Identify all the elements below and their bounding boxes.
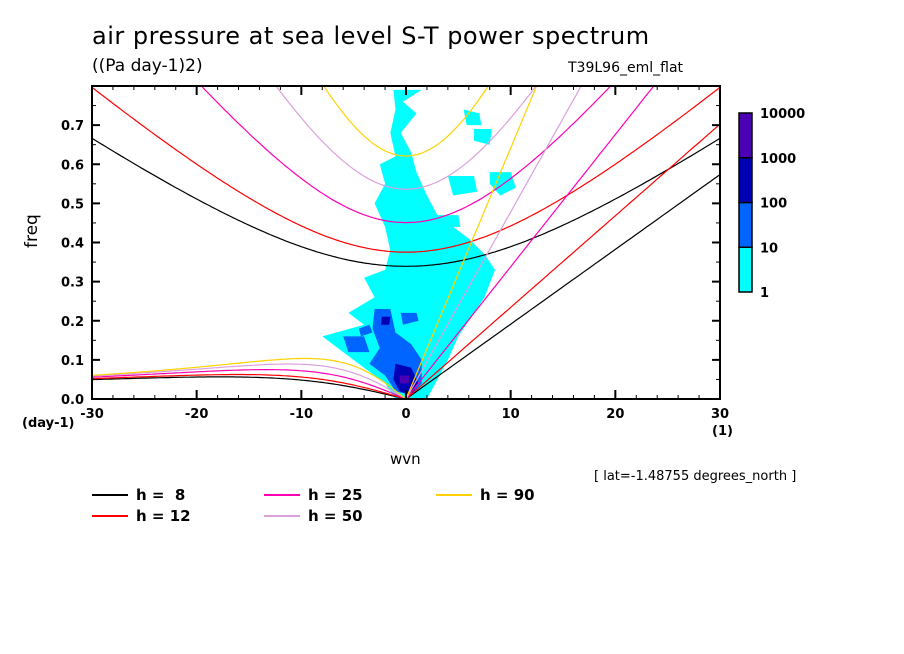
dispersion-curve-inertia-gravity-h25 (200, 86, 612, 224)
legend-item-h50: h = 50 (264, 507, 363, 525)
contour-region-level-1 (343, 336, 370, 353)
axis-ticks: -30 -20 -10 0 10 20 30 0.0 0.1 0.2 0.3 0.4 0.5 0.6 0.7 (61, 86, 729, 422)
legend-swatch (264, 494, 300, 496)
y-axis-unit: (day-1) (22, 416, 75, 431)
dispersion-curve-layer (92, 86, 720, 399)
legend-swatch (92, 494, 128, 496)
colorbar-label: 10000 (760, 107, 805, 122)
contour-region-level-2 (380, 316, 391, 325)
legend-label: h = 12 (136, 507, 191, 525)
contour-region-level-0 (447, 176, 478, 196)
legend-item-h8: h = 8 (92, 486, 185, 504)
y-tick-label: 0.6 (61, 158, 84, 173)
dispersion-curve-rossby-h8 (92, 376, 407, 399)
legend-label: h = 50 (308, 507, 363, 525)
legend-item-h12: h = 12 (92, 507, 191, 525)
legend-item-h25: h = 25 (264, 486, 363, 504)
dispersion-curve-inertia-gravity-h8 (92, 137, 720, 267)
colorbar-segment (738, 201, 753, 248)
chart-units: ((Pa day-1)2) (92, 56, 203, 76)
legend-swatch (436, 494, 472, 496)
y-axis-label: freq (22, 214, 42, 248)
colorbar: 1 10 100 1000 10000 (738, 107, 805, 301)
legend-swatch (264, 515, 300, 517)
contour-region-level-0 (463, 109, 482, 126)
dispersion-curve-kelvin-h25 (405, 86, 655, 399)
y-tick-label: 0.7 (61, 119, 84, 134)
dispersion-curve-rossby-h50 (92, 363, 407, 399)
y-tick-label: 0.0 (61, 393, 84, 408)
x-axis-label: wvn (390, 450, 421, 468)
x-tick-label: 30 (711, 407, 729, 422)
dispersion-curve-rossby-h12 (92, 373, 407, 399)
x-tick-label: -20 (185, 407, 209, 422)
contour-region-level-3 (399, 375, 410, 384)
x-tick-label: 20 (606, 407, 624, 422)
colorbar-label: 1 (760, 286, 769, 301)
contour-region-level-1 (400, 312, 419, 325)
legend-label: h = 8 (136, 486, 186, 504)
x-axis-unit: (1) (712, 424, 733, 439)
chart-title: air pressure at sea level S-T power spec… (92, 22, 650, 50)
y-tick-label: 0.3 (61, 276, 84, 291)
latitude-note: [ lat=-1.48755 degrees_north ] (594, 469, 797, 484)
contour-region-level-0 (474, 129, 492, 145)
colorbar-segment (738, 157, 753, 204)
dispersion-curve-kelvin-h8 (405, 174, 720, 399)
x-tick-label: -30 (80, 407, 104, 422)
dispersion-curve-inertia-gravity-h90 (323, 86, 489, 157)
x-tick-label: 10 (502, 407, 520, 422)
y-tick-label: 0.4 (61, 237, 84, 252)
colorbar-label: 1000 (760, 152, 796, 167)
legend-label: h = 90 (480, 486, 535, 504)
y-tick-label: 0.5 (61, 197, 84, 212)
legend-label: h = 25 (308, 486, 363, 504)
run-name: T39L96_eml_flat (568, 60, 684, 76)
dispersion-curve-kelvin-h90 (405, 86, 538, 399)
dispersion-curve-inertia-gravity-h12 (92, 86, 720, 253)
colorbar-label: 100 (760, 197, 787, 212)
dispersion-curve-kelvin-h50 (405, 86, 582, 399)
dispersion-curve-inertia-gravity-h50 (275, 86, 537, 190)
y-tick-label: 0.2 (61, 315, 84, 330)
legend-item-h90: h = 90 (436, 486, 535, 504)
colorbar-segment (738, 112, 753, 159)
contour-region-level-0 (426, 215, 461, 227)
x-tick-label: 0 (401, 407, 410, 422)
dispersion-curve-rossby-h90 (92, 357, 407, 399)
y-tick-label: 0.1 (61, 354, 84, 369)
dispersion-curve-rossby-h25 (92, 369, 407, 399)
contour-layer (322, 89, 516, 399)
legend-swatch (92, 515, 128, 517)
dispersion-curve-kelvin-h12 (405, 123, 720, 399)
colorbar-label: 10 (760, 241, 778, 256)
x-tick-label: -10 (290, 407, 314, 422)
contour-region-level-0 (322, 89, 495, 399)
colorbar-segment (738, 246, 753, 293)
contour-region-level-1 (358, 324, 373, 337)
